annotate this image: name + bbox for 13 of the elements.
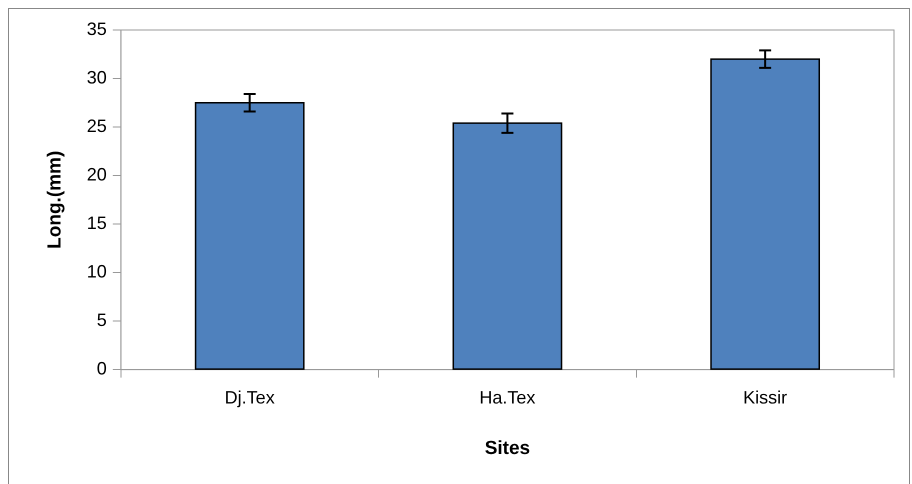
y-tick-label: 10 [86,262,107,282]
x-tick-label: Ha.Tex [479,387,536,408]
y-tick-label: 30 [86,67,107,88]
y-tick-label: 35 [86,18,107,39]
y-axis-title: Long.(mm) [44,150,66,249]
x-tick-label: Dj.Tex [224,387,275,408]
y-tick-label: 15 [86,213,107,234]
x-tick-label: Kissir [743,387,788,408]
y-tick-label: 20 [86,164,107,185]
x-axis-title: Sites [484,438,530,459]
y-tick-label: 25 [86,116,107,136]
y-tick-label: 5 [96,310,107,330]
y-tick-label: 0 [96,358,107,379]
